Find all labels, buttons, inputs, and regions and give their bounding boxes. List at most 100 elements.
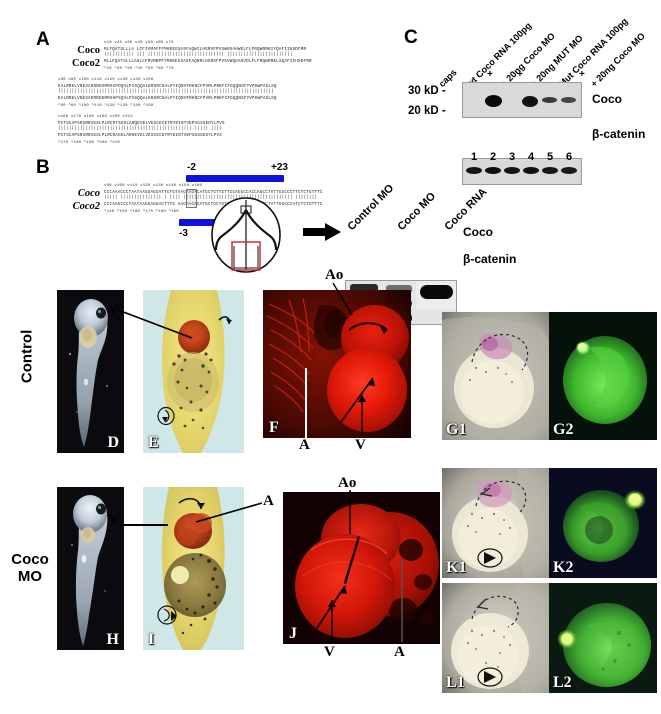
mo-bar-coco bbox=[186, 175, 284, 182]
band-lane4-coco bbox=[522, 96, 538, 107]
annot-j-ventricle: V bbox=[324, 644, 335, 660]
photo-f-confocal bbox=[263, 290, 411, 438]
photo-panel-l1: L1 bbox=[442, 583, 549, 693]
mo-bar-top-right-label: +23 bbox=[271, 162, 288, 173]
panel-b-match: ||||| ||||||||||||||| | |||| |||||||||||… bbox=[104, 196, 318, 200]
panel-letter-b: B bbox=[36, 157, 50, 178]
photo-letter-j: J bbox=[289, 625, 297, 642]
photo-k2-fluorescence bbox=[549, 468, 657, 578]
photo-letter-k2: K2 bbox=[553, 559, 574, 576]
row-label-coco-mo: Coco MO bbox=[2, 551, 58, 586]
mo-bar-bot-left-label: -3 bbox=[179, 228, 188, 239]
panel-a-match-3: ||||||||||||||||||||||||||||||||||||||||… bbox=[58, 127, 222, 131]
plus-mark-4: + bbox=[517, 69, 523, 80]
leader-e-v bbox=[118, 309, 193, 339]
photo-panel-e: E bbox=[143, 290, 244, 453]
row-label-coco-mo-line1: Coco bbox=[11, 551, 49, 568]
photo-panel-g2: G2 bbox=[549, 312, 657, 440]
photo-k1-embryo bbox=[442, 468, 549, 578]
panel-a-match-2: ||||||||||||||||||||||||||||||||||||||||… bbox=[58, 90, 274, 94]
panel-b-seq-name-2: Coco2 bbox=[72, 201, 100, 212]
photo-panel-h: H bbox=[57, 487, 124, 650]
panel-a-sequence-coco2-3: PCTSCAPSRSRRIESLPLRCRAGHLARHEVELVESCECET… bbox=[58, 134, 222, 138]
panel-a-sequence-coco-1: MLFQATSLLLA LCFIVMAFFFMHEEGSASFAQWILHGRS… bbox=[104, 48, 307, 52]
photo-g1-embryo bbox=[442, 312, 549, 440]
right-arrow-icon bbox=[303, 223, 341, 241]
photo-letter-l2: L2 bbox=[553, 674, 572, 691]
photo-letter-g2: G2 bbox=[553, 421, 574, 438]
panel-a-sequence-coco-3: PCTSCAPSRSRRIESLPLRCRTSGHLARQEVELVESCECE… bbox=[58, 122, 225, 126]
schematic-to-blot-arrow bbox=[303, 222, 343, 242]
lane-number-6: 6 bbox=[565, 151, 573, 163]
panel-b-sequence-coco2: CCCAAGCCCTAATAAGGAGGACTTTG AAGAAGAGATGCT… bbox=[104, 203, 323, 207]
panel-a-seq-name-2: Coco2 bbox=[72, 58, 100, 69]
photo-l1-embryo bbox=[442, 583, 549, 693]
annot-f-atrium: A bbox=[299, 437, 310, 453]
embryo-schematic bbox=[196, 196, 296, 274]
panel-a-ruler-bot-2: ^80 ^90 ^100 ^110 ^120 ^130 ^140 ^150 bbox=[58, 104, 154, 108]
panel-a-sequence-coco2-1: MLLFQATSLLLAHLCFMVRBPFYMHEEGSASFAQNRLHGR… bbox=[104, 60, 312, 64]
panel-a-seq-name-1: Coco bbox=[77, 45, 100, 56]
row-label-control-wrap: Control bbox=[0, 330, 56, 390]
photo-i-heart bbox=[143, 487, 244, 650]
band-lane6-catenin bbox=[561, 167, 577, 174]
row-label-control: Control bbox=[18, 329, 36, 384]
second-blot-label-coco: Coco bbox=[463, 225, 493, 239]
leader-i-a bbox=[196, 502, 263, 523]
band-lane5-catenin bbox=[542, 167, 558, 174]
second-blot-lane-label-2: Coco MO bbox=[395, 190, 439, 233]
blot-label-beta-catenin: β-catenin bbox=[592, 127, 646, 141]
panel-a-sequence-coco2-2: EALRRKLVNESADRRDKMRSHPSQVLPIGQQALKRSRCHA… bbox=[58, 97, 277, 101]
panel-a-ruler-bot-3: ^170 ^180 ^190 ^200 ^210 bbox=[58, 141, 120, 145]
lane-number-1: 1 bbox=[470, 151, 478, 163]
lane-number-3: 3 bbox=[508, 151, 516, 163]
panel-letter-c: C bbox=[404, 27, 418, 48]
second-blot-label-beta-catenin: β-catenin bbox=[463, 252, 517, 266]
photo-letter-k1: K1 bbox=[446, 559, 467, 576]
second-blot-band-control-upper bbox=[350, 284, 378, 295]
second-blot-lane-label-1: Control MO bbox=[345, 182, 397, 233]
annot-j-atrium: A bbox=[394, 644, 405, 660]
blot-label-coco: Coco bbox=[592, 92, 622, 106]
panel-a-sequence-coco-2: EALRRKLVNESADRRDXMRSGPDQVLPIGQQALKRSRCHA… bbox=[58, 85, 277, 89]
mw-marker-30kd: 30 kD - bbox=[408, 85, 446, 97]
plus-mark-3: + bbox=[487, 69, 493, 80]
annot-i-ventricle: V bbox=[108, 512, 119, 528]
panel-b-sequence-coco: CCCAAACCCTAATAAGGAGGATTCTGTAAGAAGACATGCT… bbox=[104, 191, 323, 195]
panel-a-ruler-top-3: v160 v170 v180 v190 v200 v212 bbox=[58, 115, 133, 119]
blot-beta-catenin bbox=[462, 158, 582, 185]
panel-a-ruler-top-1: v10 v20 v30 v40 v50 v60 v70 bbox=[104, 41, 174, 45]
photo-letter-i: I bbox=[148, 631, 155, 648]
photo-d-embryo bbox=[57, 290, 124, 453]
photo-e-heart bbox=[143, 290, 244, 453]
panel-b-ruler-top: v90 v100 v110 v120 v130 v140 v150 v160 bbox=[104, 184, 203, 188]
band-lane5-coco bbox=[542, 97, 557, 103]
photo-panel-k1: K1 bbox=[442, 468, 549, 578]
second-blot-band-cocorna bbox=[420, 285, 453, 299]
leader-j-v bbox=[328, 600, 336, 642]
photo-panel-l2: L2 bbox=[549, 583, 657, 693]
panel-a-ruler-top-2: v80 v90 v100 v110 v120 v130 v140 v150 bbox=[58, 78, 154, 82]
band-lane3-catenin bbox=[504, 167, 520, 174]
panel-a-alignment: Coco Coco2 v10 v20 v30 v40 v50 v60 v70 M… bbox=[58, 40, 318, 148]
photo-panel-j: J bbox=[283, 492, 440, 644]
lane-number-2: 2 bbox=[489, 151, 497, 163]
photo-letter-f: F bbox=[269, 419, 279, 436]
photo-letter-g1: G1 bbox=[446, 421, 467, 438]
panel-a-ruler-bot-1: ^10 ^20 ^30 ^40 ^50 ^60 ^70 bbox=[104, 67, 174, 71]
photo-panel-g1: G1 bbox=[442, 312, 549, 440]
photo-h-embryo bbox=[57, 487, 124, 650]
panel-letter-a: A bbox=[36, 29, 50, 50]
panel-c-plus-row: + + + bbox=[445, 70, 645, 82]
photo-panel-i: I bbox=[143, 487, 244, 650]
lane-number-5: 5 bbox=[546, 151, 554, 163]
panel-b-ruler-bot: ^140 ^150 ^160 ^170 ^180 ^190 bbox=[104, 210, 179, 214]
leader-f-a bbox=[305, 368, 307, 438]
second-blot-lane-labels: Control MO Coco MO Coco RNA bbox=[346, 182, 566, 233]
second-blot-band-cocomo-upper bbox=[386, 285, 412, 293]
band-lane2-catenin bbox=[485, 167, 501, 174]
plus-mark-6: + bbox=[579, 69, 585, 80]
leader-j-ao bbox=[349, 490, 351, 534]
lane-number-4: 4 bbox=[527, 151, 535, 163]
